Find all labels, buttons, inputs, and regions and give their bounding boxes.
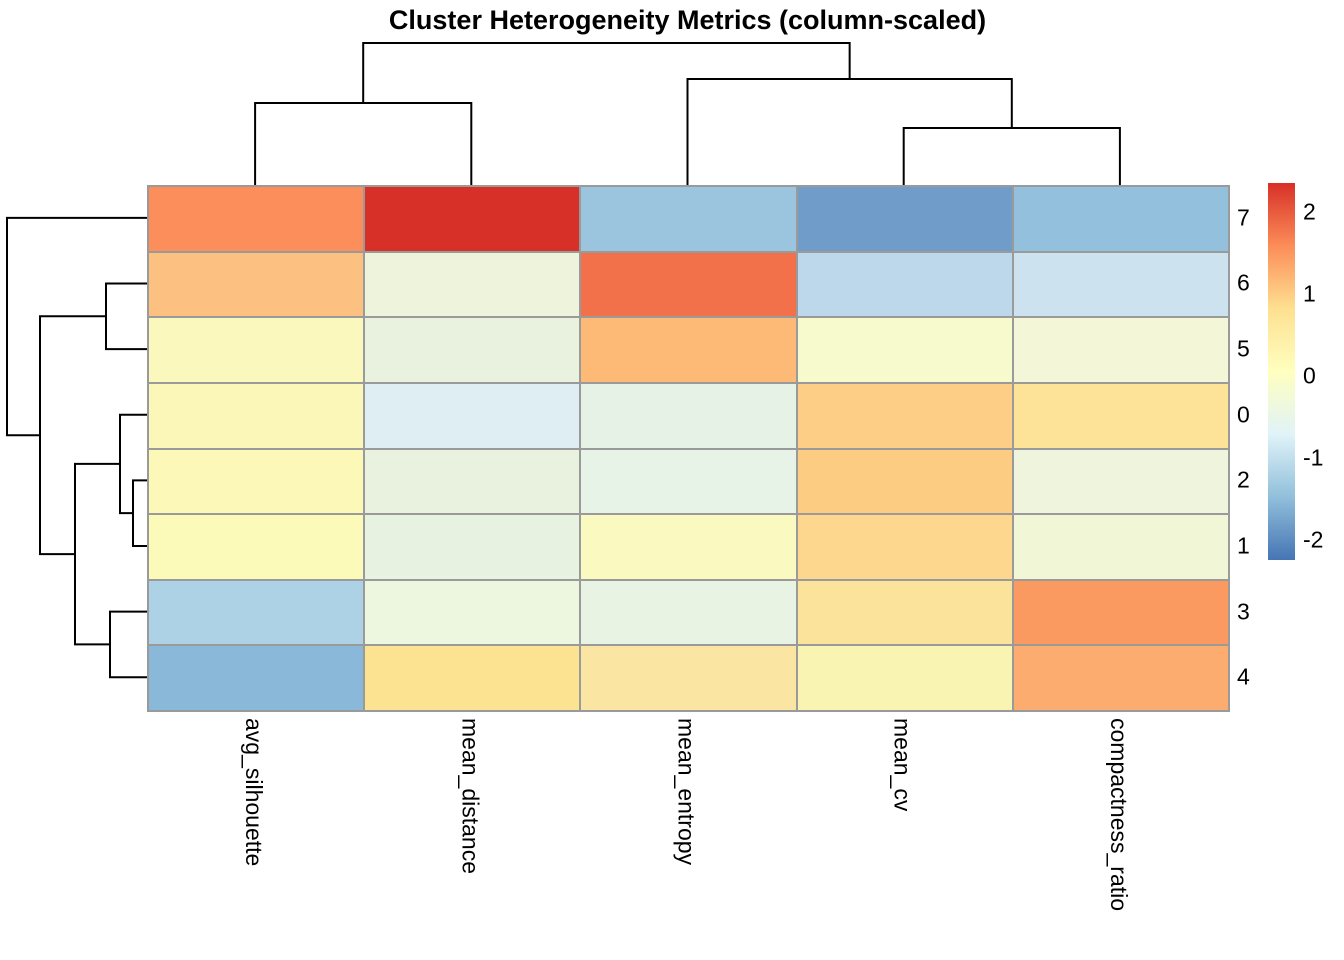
- heatmap-cell: [364, 448, 581, 515]
- heatmap-cell: [796, 448, 1013, 515]
- dendrogram-link: [109, 610, 147, 679]
- colorbar-tick-label: 2: [1303, 198, 1316, 225]
- heatmap-cell: [796, 382, 1013, 449]
- row-label: 1: [1237, 532, 1250, 559]
- dendrogram-link: [39, 315, 106, 556]
- heatmap-cell: [1012, 514, 1229, 580]
- dendrogram-link: [254, 102, 473, 185]
- heatmap-cell: [580, 186, 797, 252]
- heatmap-cell: [364, 645, 581, 711]
- colorbar: [1268, 183, 1295, 560]
- heatmap-cell: [796, 579, 1013, 646]
- column-dendrogram: [254, 42, 1121, 185]
- column-label: mean_entropy: [673, 718, 700, 866]
- row-label: 2: [1237, 466, 1250, 493]
- dendrogram-link: [132, 479, 147, 547]
- heatmap-cell: [364, 382, 581, 449]
- colorbar-tick-label: -2: [1303, 526, 1324, 552]
- heatmap-cell: [364, 317, 581, 383]
- row-label: 6: [1237, 269, 1250, 296]
- heatmap-cell: [148, 645, 365, 711]
- heatmap-cell: [1012, 382, 1229, 449]
- heatmap-cell: [1012, 317, 1229, 383]
- colorbar-tick-label: -1: [1303, 444, 1324, 471]
- dendrogram-link: [74, 462, 120, 646]
- colorbar-tick-label: 1: [1303, 280, 1316, 307]
- row-label: 4: [1237, 663, 1250, 690]
- heatmap-cell: [580, 448, 797, 515]
- heatmap-cell: [1012, 645, 1229, 711]
- heatmap-cell: [1012, 448, 1229, 515]
- colorbar-tick-label: 0: [1303, 362, 1316, 389]
- heatmap-cell: [796, 317, 1013, 383]
- heatmap-cell: [364, 186, 581, 252]
- heatmap-cell: [580, 514, 797, 580]
- heatmap-cell: [580, 579, 797, 646]
- dendrogram-link: [105, 282, 147, 351]
- column-label: compactness_ratio: [1105, 718, 1132, 912]
- row-label: 3: [1237, 598, 1250, 625]
- heatmap-cell: [796, 186, 1013, 252]
- heatmap-cell: [364, 579, 581, 646]
- column-label: mean_cv: [889, 718, 916, 812]
- row-label: 7: [1237, 204, 1250, 231]
- row-label: 5: [1237, 335, 1250, 362]
- heatmap-cell: [148, 186, 365, 252]
- heatmap-cell: [580, 645, 797, 711]
- heatmap-cell: [148, 579, 365, 646]
- heatmap-grid: [147, 185, 1230, 712]
- dendrogram-link: [362, 42, 851, 103]
- heatmap-cell: [148, 251, 365, 318]
- heatmap-cell: [580, 382, 797, 449]
- heatmap-cell: [1012, 579, 1229, 646]
- heatmap-cell: [580, 317, 797, 383]
- heatmap-cell: [364, 514, 581, 580]
- column-label: mean_distance: [457, 718, 484, 874]
- heatmap-cell: [148, 317, 365, 383]
- heatmap-cell: [364, 251, 581, 318]
- heatmap-cell: [796, 645, 1013, 711]
- dendrogram-link: [902, 127, 1121, 185]
- heatmap-cell: [796, 251, 1013, 318]
- dendrogram-link: [686, 78, 1013, 185]
- heatmap-cell: [580, 251, 797, 318]
- column-label: avg_silhouette: [241, 718, 268, 867]
- heatmap-cell: [148, 514, 365, 580]
- heatmap-cell: [148, 382, 365, 449]
- dendrogram-link: [6, 216, 147, 437]
- heatmap-cell: [1012, 186, 1229, 252]
- heatmap-cell: [148, 448, 365, 515]
- row-label: 0: [1237, 401, 1250, 428]
- page-title: Cluster Heterogeneity Metrics (column-sc…: [388, 5, 987, 35]
- row-dendrogram: [6, 216, 147, 679]
- heatmap-cell: [796, 514, 1013, 580]
- heatmap-cell: [1012, 251, 1229, 318]
